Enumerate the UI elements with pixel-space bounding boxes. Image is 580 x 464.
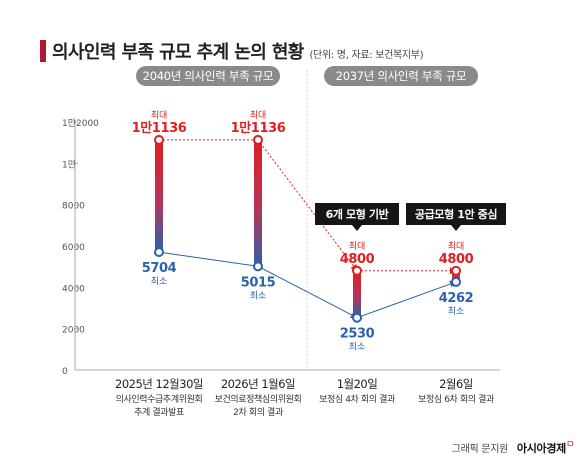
max-value-label: 4800 [439, 252, 474, 267]
chart-title-text: 의사인력 부족 규모 추계 논의 현황 [52, 42, 304, 63]
min-point [451, 276, 461, 287]
annotation-label: 공급모형 1안 중심 [415, 207, 497, 221]
category-desc-label: 보정심 4차 회의 결과 [319, 393, 395, 405]
min-point [154, 247, 164, 258]
max-connector [257, 139, 358, 272]
range-bar [254, 139, 262, 267]
max-value-label: 1만1136 [231, 120, 286, 136]
min-point [352, 312, 362, 323]
period-label-2040: 2040년 의사인력 부족 규모 [136, 66, 280, 86]
max-series-tag: 최대 [448, 241, 465, 252]
annotation-pointer [451, 225, 461, 231]
title-block: 의사인력 부족 규모 추계 논의 현황 (단위: 명, 자료: 보건복지부) [40, 38, 560, 64]
category-date-label: 2026년 1월6일 [221, 377, 295, 391]
min-value-label: 5704 [142, 261, 177, 276]
min-value-label: 4262 [439, 291, 474, 306]
y-tick-label: 1만2000 [62, 118, 99, 129]
brand-logo: 아시아경제 [516, 442, 566, 455]
chart-subtitle: (단위: 명, 자료: 보건복지부) [309, 50, 424, 61]
credit-line: 그래픽 문지원 아시아경제 ㅁ [451, 440, 575, 456]
max-point [253, 134, 263, 145]
category-date-label: 1월20일 [337, 377, 378, 391]
min-value-label: 5015 [241, 275, 276, 290]
min-connector [257, 265, 358, 319]
chart-title: 의사인력 부족 규모 추계 논의 현황 (단위: 명, 자료: 보건복지부) [52, 38, 424, 64]
y-tick-label: 0 [62, 367, 68, 377]
y-tick-label: 4000 [62, 284, 85, 294]
min-series-tag: 최소 [448, 306, 465, 317]
y-tick-label: 8000 [62, 202, 85, 212]
category-desc-label: 보건의료정책심의위원회 [215, 393, 302, 405]
min-point [253, 261, 263, 272]
y-tick-label: 6000 [62, 243, 85, 253]
max-point [451, 265, 461, 276]
annotation-pointer [352, 225, 362, 231]
period-label-2037: 2037년 의사인력 부족 규모 [324, 66, 478, 86]
max-series-tag: 최대 [349, 241, 366, 252]
range-bar [353, 270, 361, 318]
max-series-tag: 최대 [151, 110, 168, 121]
range-bar [155, 139, 163, 253]
category-date-label: 2025년 12월30일 [115, 377, 203, 391]
annotation-box [315, 203, 399, 225]
category-desc-label: 2차 회의 결과 [233, 406, 283, 418]
category-desc-label: 의사인력수급추계위원회 [116, 393, 203, 405]
category-date-label: 2월6일 [439, 377, 473, 391]
annotation-box [406, 203, 506, 225]
category-desc-label: 추계 결과발표 [134, 406, 184, 418]
title-accent-bar [40, 40, 46, 62]
min-connector [356, 280, 457, 319]
max-value-label: 1만1136 [132, 120, 187, 136]
range-bar [452, 270, 460, 282]
min-value-label: 2530 [340, 327, 375, 342]
category-desc-label: 보정심 6차 회의 결과 [418, 393, 494, 405]
max-point [352, 265, 362, 276]
y-tick-label: 2000 [62, 326, 85, 336]
max-point [154, 134, 164, 145]
min-series-tag: 최소 [151, 276, 168, 287]
min-connector [158, 251, 259, 267]
max-series-tag: 최대 [250, 110, 267, 121]
brand-mark-icon: ㅁ [566, 440, 574, 450]
min-series-tag: 최소 [349, 342, 366, 353]
max-value-label: 4800 [340, 252, 375, 267]
min-series-tag: 최소 [250, 290, 267, 301]
annotation-label: 6개 모형 기반 [326, 207, 389, 221]
credit-author: 그래픽 문지원 [451, 444, 509, 455]
y-tick-label: 1만 [62, 159, 76, 170]
